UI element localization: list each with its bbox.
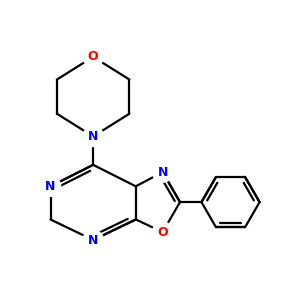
Circle shape [83, 47, 103, 67]
Text: N: N [158, 166, 168, 178]
Text: N: N [88, 233, 98, 247]
Circle shape [40, 176, 61, 196]
Text: O: O [88, 50, 98, 63]
Circle shape [152, 222, 173, 242]
Text: N: N [45, 180, 56, 193]
Circle shape [83, 126, 103, 146]
Circle shape [83, 230, 103, 250]
Text: O: O [157, 226, 168, 238]
Text: N: N [88, 130, 98, 143]
Circle shape [152, 162, 173, 182]
